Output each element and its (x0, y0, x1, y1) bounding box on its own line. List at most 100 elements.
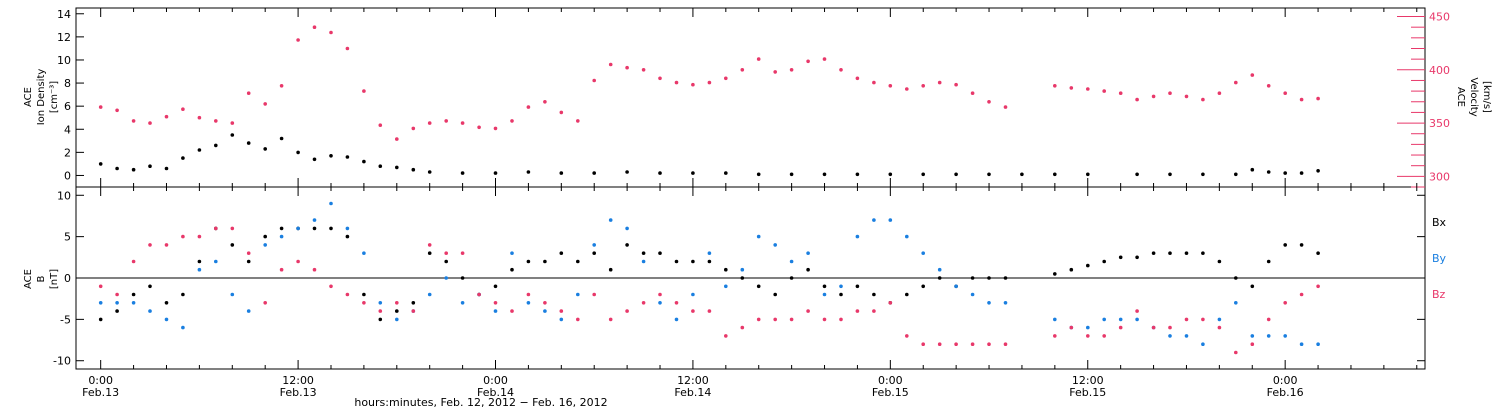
field-by-point (493, 309, 498, 313)
field-by-point (789, 259, 794, 264)
density-velocity-right-point (214, 119, 218, 123)
density-velocity-right-point (740, 68, 745, 72)
density-velocity-right-point (1316, 96, 1320, 101)
field-bz-point (691, 309, 695, 313)
density-velocity-right-point (230, 121, 235, 125)
time-tick-label: 0:00 (483, 374, 508, 387)
density-velocity-left-point (1020, 172, 1024, 177)
field-bz-point (658, 292, 662, 297)
field-bz-point (362, 301, 366, 305)
field-bz-point (1003, 342, 1008, 347)
density-velocity-left-point (493, 171, 498, 175)
density-velocity-right-point (707, 80, 712, 85)
density-velocity-right-point (756, 57, 761, 61)
field-bx-point (641, 251, 646, 255)
field-bz-point (164, 243, 169, 247)
date-tick-label: Feb.15 (1069, 386, 1106, 399)
field-bz-point (641, 301, 646, 305)
field-bz-point (1234, 350, 1238, 355)
date-tick-label: Feb.13 (82, 386, 119, 399)
density-velocity-left-point (246, 141, 251, 145)
density-velocity-right-point (905, 87, 909, 91)
density-velocity-left-point (1266, 170, 1271, 174)
field-by-point (444, 276, 449, 280)
field-by-point (724, 284, 728, 289)
field-bx-point (773, 292, 777, 297)
field-bx-point (411, 301, 416, 305)
field-by-point (510, 251, 514, 255)
density-velocity-right-point (164, 114, 169, 119)
field-bz-point (1086, 334, 1090, 338)
field-by-point (905, 234, 909, 239)
field-bx-point (510, 267, 514, 272)
density-velocity-right-point (987, 100, 991, 104)
field-bz-point (1266, 317, 1271, 322)
density-velocity-right-point (1234, 80, 1238, 85)
field-bz-point (263, 301, 268, 305)
field-bz-point (1135, 309, 1139, 313)
density-velocity-right-point (460, 121, 465, 125)
density-tick-label: 12 (57, 31, 71, 44)
density-velocity-right-point (1102, 89, 1106, 93)
velocity-axis-title-line2: Velocity (1468, 77, 1479, 116)
field-bx-point (559, 251, 564, 255)
density-velocity-right-point (1201, 97, 1205, 102)
velocity-tick-label: 450 (1429, 11, 1450, 24)
field-bx-point (1250, 284, 1255, 289)
field-bz-point (1201, 317, 1205, 322)
field-by-point (197, 267, 202, 272)
field-by-point (839, 284, 843, 289)
density-velocity-right-point (411, 126, 416, 131)
density-velocity-left-point (395, 165, 399, 170)
field-bz-point (921, 342, 925, 347)
field-bx-point (1151, 251, 1156, 255)
field-by-point (164, 317, 169, 322)
field-by-point (181, 325, 185, 330)
field-by-point (526, 301, 531, 305)
field-bz-point (987, 342, 991, 347)
density-velocity-left-point (1250, 167, 1255, 172)
field-bx-point (246, 259, 251, 264)
field-by-point (543, 309, 547, 313)
field-bx-point (987, 276, 991, 280)
time-tick-label: 12:00 (1072, 374, 1104, 387)
field-bx-point (740, 276, 745, 280)
field-bx-point (756, 284, 761, 289)
density-velocity-right-point (806, 59, 810, 64)
field-by-point (214, 259, 218, 264)
density-velocity-left-point (1053, 172, 1057, 177)
field-by-point (641, 259, 646, 264)
field-bx-point (279, 226, 284, 231)
density-velocity-left-point (1168, 172, 1172, 177)
density-tick-label: 2 (64, 146, 71, 159)
velocity-axis-title-line1: ACE (1455, 87, 1466, 107)
density-velocity-right-point (98, 105, 103, 109)
field-bx-point (1234, 276, 1238, 280)
field-bz-point (1299, 292, 1304, 297)
field-bx-point (329, 226, 333, 231)
field-by-point (872, 218, 876, 222)
density-velocity-right-point (148, 121, 152, 125)
field-bz-point (131, 259, 136, 264)
field-by-point (855, 234, 860, 239)
density-velocity-right-point (1069, 86, 1074, 90)
field-by-point (592, 243, 596, 247)
density-velocity-left-point (411, 167, 416, 172)
density-velocity-right-point (773, 70, 777, 74)
field-bz-point (1069, 325, 1074, 330)
field-bx-point (691, 259, 695, 264)
field-bz-point (756, 317, 761, 322)
field-bz-point (888, 301, 893, 305)
field-by-point (312, 218, 317, 222)
field-bx-point (1102, 259, 1106, 264)
field-bx-point (197, 259, 202, 264)
field-by-point (625, 226, 629, 231)
field-bx-point (839, 292, 843, 297)
field-bz-point (937, 342, 942, 347)
density-velocity-right-point (592, 78, 596, 83)
field-bx-point (822, 284, 827, 289)
density-velocity-right-point (246, 91, 251, 95)
density-velocity-right-point (839, 68, 843, 72)
field-bz-point (970, 342, 975, 347)
field-axis-title-line3: [nT] (49, 269, 60, 289)
